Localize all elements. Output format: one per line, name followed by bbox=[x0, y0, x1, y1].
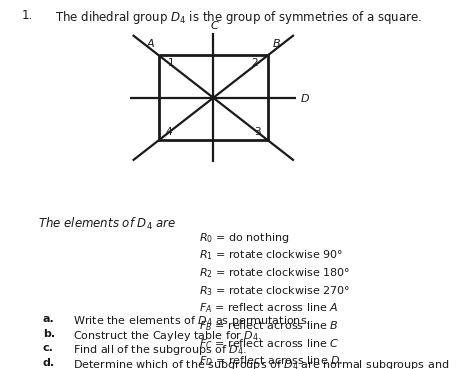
Text: 4: 4 bbox=[166, 127, 173, 137]
Text: $F_A$ = reflect across line $A$: $F_A$ = reflect across line $A$ bbox=[199, 301, 339, 315]
Text: 1: 1 bbox=[168, 58, 175, 68]
Text: $F_B$ = reflect across line $B$: $F_B$ = reflect across line $B$ bbox=[199, 319, 339, 333]
Text: $C$: $C$ bbox=[210, 19, 219, 31]
Text: $F_C$ = reflect across line $C$: $F_C$ = reflect across line $C$ bbox=[199, 337, 340, 351]
Text: $R_0$ = do nothing: $R_0$ = do nothing bbox=[199, 231, 290, 245]
Text: 2: 2 bbox=[252, 58, 258, 68]
Text: Find all of the subgroups of $D_4$.: Find all of the subgroups of $D_4$. bbox=[73, 343, 247, 357]
Text: b.: b. bbox=[43, 329, 55, 339]
Text: The elements of $D_4$ are: The elements of $D_4$ are bbox=[38, 216, 176, 232]
Text: $R_1$ = rotate clockwise 90°: $R_1$ = rotate clockwise 90° bbox=[199, 248, 343, 262]
Text: The dihedral group $D_4$ is the group of symmetries of a square.: The dihedral group $D_4$ is the group of… bbox=[55, 9, 421, 26]
Text: d.: d. bbox=[43, 358, 55, 368]
Text: $B$: $B$ bbox=[272, 37, 281, 49]
Text: $F_D$ = reflect across line $D$.: $F_D$ = reflect across line $D$. bbox=[199, 355, 344, 368]
Text: $R_3$ = rotate clockwise 270°: $R_3$ = rotate clockwise 270° bbox=[199, 284, 350, 297]
Text: a.: a. bbox=[43, 314, 55, 324]
Text: 3: 3 bbox=[254, 127, 261, 137]
Text: $A$: $A$ bbox=[146, 37, 155, 49]
Text: c.: c. bbox=[43, 343, 54, 353]
Text: Write the elements of $D_4$ as permutations.: Write the elements of $D_4$ as permutati… bbox=[73, 314, 310, 328]
Text: Determine which of the subgroups of $D_4$ are normal subgroups and
       which : Determine which of the subgroups of $D_4… bbox=[73, 358, 450, 369]
Text: $R_2$ = rotate clockwise 180°: $R_2$ = rotate clockwise 180° bbox=[199, 266, 350, 280]
Text: Construct the Cayley table for $D_4$.: Construct the Cayley table for $D_4$. bbox=[73, 329, 263, 343]
Text: 1.: 1. bbox=[21, 9, 33, 22]
Text: $D$: $D$ bbox=[300, 92, 310, 104]
